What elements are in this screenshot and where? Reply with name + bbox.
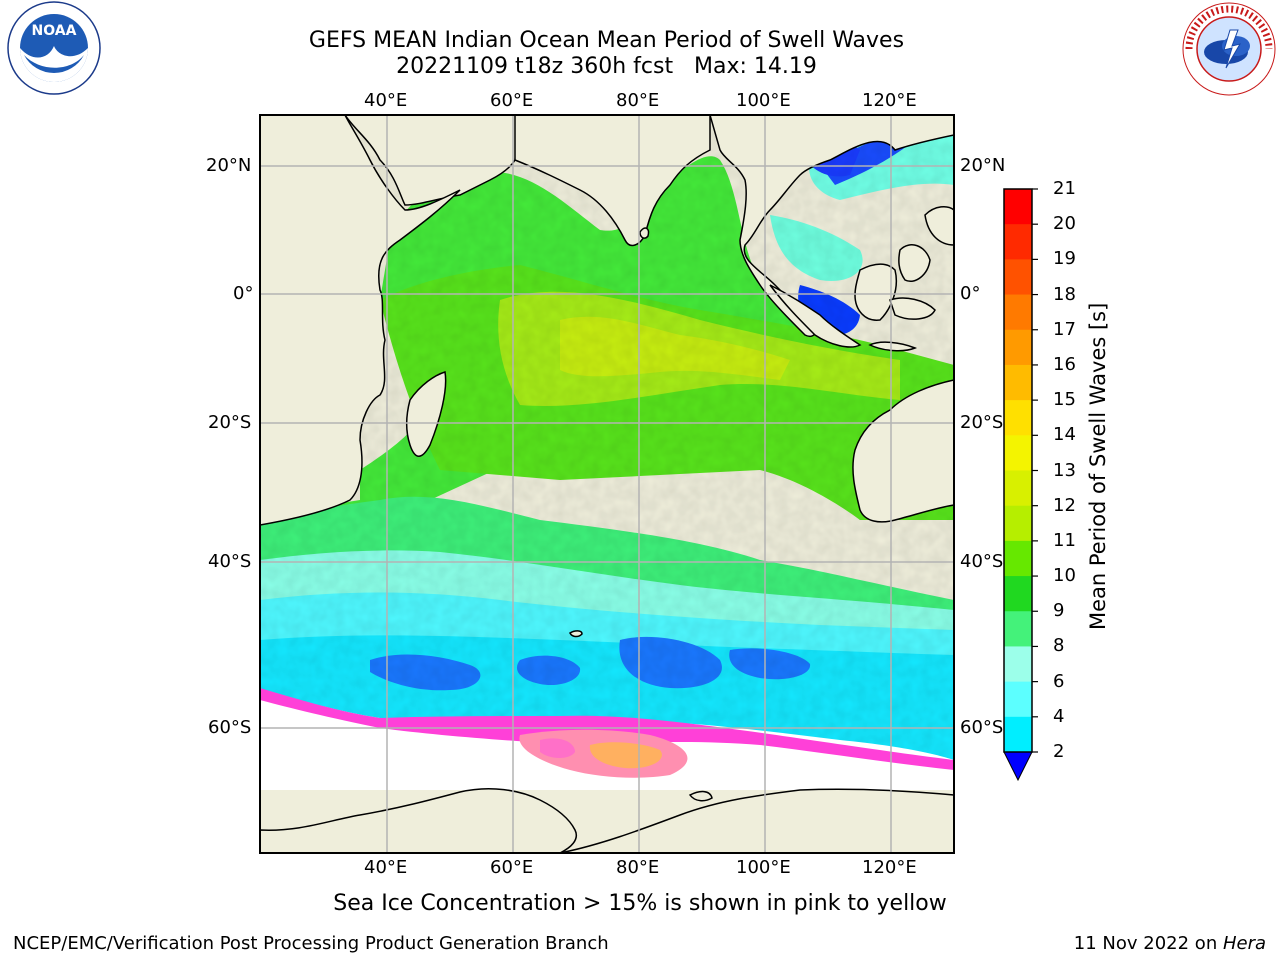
colorbar-label: 8 xyxy=(1053,635,1065,657)
colorbar-label: 16 xyxy=(1053,353,1076,375)
colorbar-label: 17 xyxy=(1053,318,1076,340)
chart-subtitle: 20221109 t18z 360h fcst Max: 14.19 xyxy=(396,54,817,79)
lon-tick-bottom-100e: 100°E xyxy=(736,857,791,878)
colorbar-cell xyxy=(1004,329,1032,366)
colorbar-cell xyxy=(1004,259,1032,296)
colorbar-label: 15 xyxy=(1053,389,1076,411)
lat-tick-left-20s: 20°S xyxy=(208,412,252,433)
colorbar-cell xyxy=(1004,540,1032,577)
lon-tick-top-40e: 40°E xyxy=(364,90,408,111)
colorbar-label: 13 xyxy=(1053,459,1076,481)
footer-host: Hera xyxy=(1222,933,1266,954)
colorbar-label: 11 xyxy=(1053,529,1076,551)
colorbar-ticks xyxy=(1032,188,1038,753)
lon-tick-bottom-40e: 40°E xyxy=(364,857,408,878)
colorbar-label: 21 xyxy=(1053,178,1076,199)
noaa-logo-text: NOAA xyxy=(32,23,77,39)
colorbar-under-arrow xyxy=(1003,751,1033,782)
colorbar-cell xyxy=(1004,470,1032,507)
colorbar-cell xyxy=(1004,435,1032,471)
colorbar-cell xyxy=(1004,294,1032,331)
lon-tick-top-80e: 80°E xyxy=(616,90,660,111)
colorbar-label: 10 xyxy=(1053,565,1076,587)
lat-tick-left-40s: 40°S xyxy=(208,551,252,572)
colorbar-cell xyxy=(1004,576,1032,612)
colorbar-cell xyxy=(1004,716,1032,753)
lat-tick-left-60s: 60°S xyxy=(208,717,252,738)
lon-tick-top-100e: 100°E xyxy=(736,90,791,111)
sea-ice-caption: Sea Ice Concentration > 15% is shown in … xyxy=(333,891,947,916)
colorbar-cell xyxy=(1004,681,1032,718)
colorbar-cell xyxy=(1004,611,1032,647)
graticule xyxy=(260,115,954,853)
footer-date-text: 11 Nov 2022 on xyxy=(1073,933,1223,954)
lon-tick-bottom-60e: 60°E xyxy=(490,857,534,878)
lon-tick-top-60e: 60°E xyxy=(490,90,534,111)
colorbar-cell xyxy=(1004,646,1032,683)
lat-tick-right-0: 0° xyxy=(960,283,981,304)
colorbar-label: 14 xyxy=(1053,424,1076,446)
colorbar-cells xyxy=(1004,189,1032,753)
colorbar-cell xyxy=(1004,505,1032,542)
colorbar xyxy=(1003,188,1038,782)
nws-logo xyxy=(1182,2,1276,96)
sea-ice-edge-pink xyxy=(260,688,954,770)
lat-tick-left-0: 0° xyxy=(233,283,254,304)
colorbar-label: 20 xyxy=(1053,213,1076,235)
coastlines xyxy=(260,115,954,853)
colorbar-label: 9 xyxy=(1053,600,1065,622)
footer-credit: NCEP/EMC/Verification Post Processing Pr… xyxy=(13,933,609,954)
colorbar-cell xyxy=(1004,364,1032,401)
colorbar-title: Mean Period of Swell Waves [s] xyxy=(1086,302,1110,630)
chart-title: GEFS MEAN Indian Ocean Mean Period of Sw… xyxy=(308,28,905,53)
lat-tick-left-20n: 20°N xyxy=(206,155,252,176)
lat-tick-right-20s: 20°S xyxy=(960,412,1004,433)
swell-period-field xyxy=(260,115,954,853)
lon-tick-top-120e: 120°E xyxy=(862,90,917,111)
colorbar-cell xyxy=(1004,400,1032,436)
colorbar-label: 18 xyxy=(1053,283,1076,305)
lat-tick-right-20n: 20°N xyxy=(960,155,1006,176)
map-frame xyxy=(259,114,955,854)
lon-tick-bottom-80e: 80°E xyxy=(616,857,660,878)
colorbar-label: 4 xyxy=(1053,705,1065,727)
lon-tick-bottom-120e: 120°E xyxy=(862,857,917,878)
colorbar-label: 2 xyxy=(1053,741,1065,762)
colorbar-label: 19 xyxy=(1053,248,1076,270)
colorbar-label: 12 xyxy=(1053,494,1076,516)
colorbar-cell xyxy=(1004,224,1032,260)
colorbar-cell xyxy=(1004,189,1032,225)
footer-date: 11 Nov 2022 on Hera xyxy=(1074,933,1266,954)
noaa-logo: NOAA xyxy=(7,1,101,95)
colorbar-label: 6 xyxy=(1053,670,1065,692)
lat-tick-right-40s: 40°S xyxy=(960,551,1004,572)
lat-tick-right-60s: 60°S xyxy=(960,717,1004,738)
